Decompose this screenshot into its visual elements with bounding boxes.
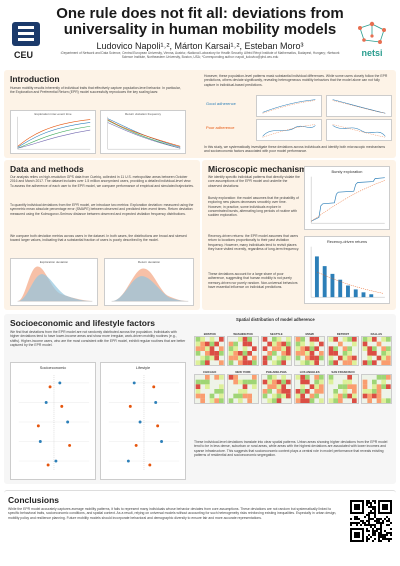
data-text-2: To quantify individual deviations from t…: [10, 203, 194, 216]
city-map-label: NEW YORK: [235, 370, 251, 374]
socio-text: We find that deviations from the EPR mod…: [10, 330, 186, 347]
chart-return-deviation: Return deviation: [104, 258, 194, 306]
city-map: LOS ANGELES: [294, 370, 326, 404]
city-map: MIAMI: [294, 332, 326, 366]
good-adherence-chart-2: [326, 95, 392, 117]
city-maps-grid: BOSTON WASHINGTON SEATTLE MIAMI DETROIT DALLA…: [194, 330, 392, 404]
city-map-label: BOSTON: [203, 332, 216, 336]
micro-summary: These deviations account for a large sha…: [208, 272, 298, 289]
city-map: BOSTON: [194, 332, 226, 366]
ceu-label: CEU: [14, 50, 34, 60]
chart-title-bursty: Bursty exploration: [332, 169, 363, 174]
data-methods-panel: Data and methods Our analysis relies on …: [4, 160, 200, 310]
micro-title: Microscopic mechanisms: [208, 164, 312, 174]
affiliations: ¹Department of Network and Data Science,…: [60, 51, 340, 59]
intro-text-left: Human mobility results inherently of ind…: [10, 86, 181, 95]
micro-intro-text: We identify specific individual patterns…: [208, 175, 300, 188]
city-map-label: CHICAGO: [203, 370, 217, 374]
authors: Ludovico Napoli¹˒², Márton Karsai¹˒², Es…: [96, 41, 304, 51]
good-adherence-chart-1: [256, 95, 322, 117]
chart-title-recency: Recency-driven returns: [327, 239, 367, 244]
introduction-panel: Introduction Human mobility results inhe…: [4, 70, 396, 158]
bursty-text: Bursty exploration: the model assumes th…: [208, 196, 299, 218]
recency-text: Recency-driven returns: the EPR model as…: [208, 234, 300, 251]
chart-exploration-inter-event: Exploration inter-event time: [10, 110, 96, 154]
map-text: These individual-level deviations transl…: [194, 440, 388, 457]
city-map: DETROIT: [327, 332, 359, 366]
conclusions-title: Conclusions: [8, 495, 60, 505]
chart-title-lifestyle: Lifestyle: [136, 365, 150, 370]
netsi-label: netsi: [361, 48, 382, 58]
city-map: WASHINGTON: [227, 332, 259, 366]
intro-text-right: However, these population-level patterns…: [204, 74, 388, 87]
city-map-label: SAN FRANCISCO: [331, 370, 355, 374]
city-map: DALLAS: [360, 332, 392, 366]
chart-bursty-exploration: Bursty exploration: [304, 166, 390, 230]
socioeconomic-panel: Socioeconomic and lifestyle factors We f…: [4, 314, 396, 484]
chart-socioeconomic: Socioeconomic: [10, 362, 96, 480]
chart-title-return: Return visitation frequency: [125, 112, 162, 116]
qr-code-icon[interactable]: [350, 500, 392, 542]
city-map-label: WASHINGTON: [233, 332, 253, 336]
city-map-label: MIAMI: [305, 332, 314, 336]
conclusions-panel: Conclusions While the EPR model accurate…: [4, 490, 396, 562]
city-map: PHILADELPHIA: [260, 370, 292, 404]
city-map: [360, 374, 392, 404]
ceu-logo-icon: [6, 20, 46, 50]
data-text-1: Our analysis relies on high-resolution G…: [10, 175, 194, 188]
data-text-3: We compare both deviation metrics across…: [10, 234, 187, 243]
chart-lifestyle: Lifestyle: [100, 362, 186, 480]
city-map-label: PHILADELPHIA: [265, 370, 287, 374]
title-line-2: universality in human mobility models: [63, 21, 337, 38]
poor-adherence-chart-1: [256, 119, 322, 141]
city-map-label: SEATTLE: [270, 332, 283, 336]
netsi-logo-icon: netsi: [350, 18, 394, 62]
poor-adherence-chart-2: [326, 119, 392, 141]
chart-recency-returns: Recency-driven returns: [304, 236, 390, 304]
poster-title: One rule does not fit all: deviations fr…: [55, 6, 345, 38]
city-map: NEW YORK: [227, 370, 259, 404]
intro-bottom-text: In this study, we systematically investi…: [204, 145, 386, 154]
city-map-label: DALLAS: [370, 332, 382, 336]
chart-exploration-deviation: Exploration deviation: [10, 258, 98, 306]
chart-title-exploration-dev: Exploration deviation: [40, 260, 69, 264]
poster-header: CEU One rule does not fit all: deviation…: [0, 0, 400, 70]
city-map: CHICAGO: [194, 370, 226, 404]
chart-title-exploration: Exploration inter-event time: [34, 112, 71, 116]
city-map-label: LOS ANGELES: [299, 370, 320, 374]
chart-title-socioeconomic: Socioeconomic: [40, 365, 66, 370]
city-map-label: DETROIT: [336, 332, 350, 336]
data-title: Data and methods: [10, 164, 84, 174]
poor-adherence-label: Poor adherence: [206, 125, 235, 130]
chart-return-visitation: Return visitation frequency: [100, 110, 186, 154]
title-line-1: One rule does not fit all: deviations fr…: [56, 5, 344, 22]
socio-title: Socioeconomic and lifestyle factors: [10, 318, 156, 328]
city-map: SEATTLE: [260, 332, 292, 366]
good-adherence-label: Good adherence: [206, 101, 236, 106]
chart-title-return-dev: Return deviation: [138, 260, 160, 264]
intro-title: Introduction: [10, 74, 60, 84]
conclusions-text: While the EPR model accurately captures …: [8, 507, 337, 520]
map-title: Spatial distribution of model adherence: [236, 317, 315, 322]
microscopic-mechanisms-panel: Microscopic mechanisms We identify speci…: [202, 160, 396, 310]
city-map: SAN FRANCISCO: [327, 370, 359, 404]
